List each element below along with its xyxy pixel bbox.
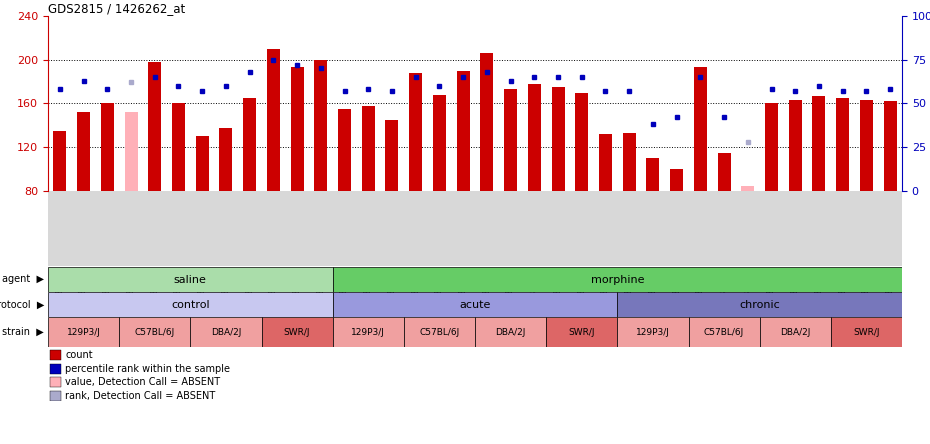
Text: 129P3/J: 129P3/J [67, 328, 100, 337]
Bar [475, 317, 546, 347]
Bar [333, 317, 404, 347]
Text: acute: acute [459, 300, 491, 309]
Text: strain  ▶: strain ▶ [2, 327, 44, 337]
Bar [338, 109, 351, 191]
Bar [836, 98, 849, 191]
Bar [53, 131, 66, 191]
Bar [191, 317, 261, 347]
Bar [618, 317, 688, 347]
Bar [100, 103, 113, 191]
Text: morphine: morphine [591, 274, 644, 285]
Text: value, Detection Call = ABSENT: value, Detection Call = ABSENT [65, 377, 220, 387]
Bar [409, 73, 422, 191]
Bar [860, 100, 873, 191]
Bar [148, 62, 161, 191]
Text: DBA/2J: DBA/2J [496, 328, 525, 337]
Text: control: control [171, 300, 209, 309]
Bar [362, 106, 375, 191]
Bar [813, 96, 826, 191]
Text: chronic: chronic [739, 300, 780, 309]
Bar [77, 112, 90, 191]
Bar [457, 71, 470, 191]
Text: C57BL/6J: C57BL/6J [135, 328, 175, 337]
Bar [314, 60, 327, 191]
Bar [551, 87, 565, 191]
Text: 129P3/J: 129P3/J [352, 328, 385, 337]
Bar [671, 169, 684, 191]
Bar [789, 100, 802, 191]
Bar [480, 53, 494, 191]
Bar [219, 127, 232, 191]
Bar [432, 95, 446, 191]
Bar [385, 120, 398, 191]
Bar [718, 153, 731, 191]
Text: protocol  ▶: protocol ▶ [0, 300, 44, 309]
Bar [267, 49, 280, 191]
Bar [546, 317, 618, 347]
Bar [618, 292, 902, 317]
Bar [48, 292, 333, 317]
Text: rank, Detection Call = ABSENT: rank, Detection Call = ABSENT [65, 391, 216, 401]
Bar [688, 317, 760, 347]
Bar [50, 364, 60, 374]
Bar [694, 67, 707, 191]
Text: SWR/J: SWR/J [568, 328, 595, 337]
Bar [172, 103, 185, 191]
Text: agent  ▶: agent ▶ [2, 274, 44, 285]
Bar [760, 317, 830, 347]
Bar [50, 350, 60, 361]
Text: DBA/2J: DBA/2J [211, 328, 241, 337]
Bar [599, 134, 612, 191]
Text: C57BL/6J: C57BL/6J [419, 328, 459, 337]
Text: SWR/J: SWR/J [284, 328, 311, 337]
Text: DBA/2J: DBA/2J [780, 328, 810, 337]
Bar [884, 101, 897, 191]
Bar [765, 103, 778, 191]
Bar [290, 67, 303, 191]
Bar [333, 267, 902, 292]
Bar [50, 391, 60, 401]
Bar [48, 267, 333, 292]
Bar [119, 317, 191, 347]
Text: C57BL/6J: C57BL/6J [704, 328, 744, 337]
Text: GDS2815 / 1426262_at: GDS2815 / 1426262_at [48, 2, 185, 15]
Bar [261, 317, 333, 347]
Bar [243, 98, 256, 191]
Bar [48, 317, 119, 347]
Text: SWR/J: SWR/J [853, 328, 880, 337]
Bar [504, 89, 517, 191]
Bar [528, 84, 541, 191]
Bar [404, 317, 475, 347]
Bar [125, 112, 138, 191]
Text: percentile rank within the sample: percentile rank within the sample [65, 364, 230, 374]
Bar [830, 317, 902, 347]
Text: saline: saline [174, 274, 206, 285]
Text: 129P3/J: 129P3/J [636, 328, 670, 337]
Bar [576, 92, 589, 191]
Bar [646, 158, 659, 191]
Bar [50, 377, 60, 388]
Text: count: count [65, 350, 93, 360]
Bar [333, 292, 618, 317]
Bar [195, 136, 208, 191]
Bar [741, 186, 754, 191]
Bar [623, 133, 636, 191]
